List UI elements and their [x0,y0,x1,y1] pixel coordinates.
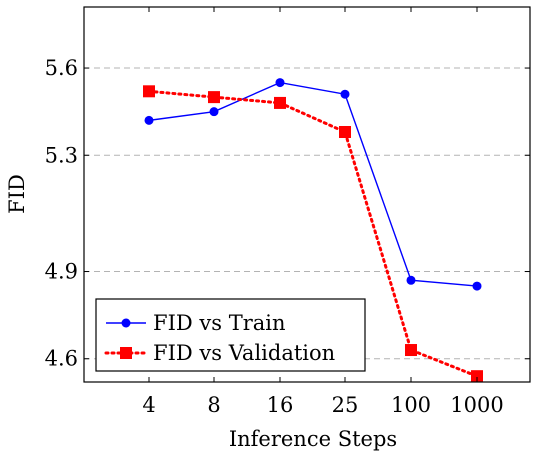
data-point [209,107,219,117]
y-axis-label: FID [5,174,29,214]
data-point [471,370,483,383]
y-axis-ticks: 4.6 4.9 5.3 5.6 [45,56,530,371]
legend: FID vs Train FID vs Validation [95,298,366,372]
legend-entry: FID vs Train [106,311,286,335]
legend-box [95,298,366,372]
data-point [406,275,416,285]
x-axis-ticks: 4 8 16 25 100 1000 [142,7,504,417]
series-0 [144,78,482,291]
data-point [144,115,154,125]
y-tick-label: 4.6 [45,347,78,371]
legend-entries: FID vs Train FID vs Validation [104,311,335,365]
y-tick-label: 5.3 [45,143,78,167]
y-tick-label: 5.6 [45,56,78,80]
data-point [208,91,220,104]
legend-marker [121,318,131,328]
x-axis-label: Inference Steps [229,427,397,451]
x-tick-label: 4 [142,393,155,417]
legend-label: FID vs Validation [153,341,335,365]
series-line [148,81,478,287]
legend-label: FID vs Train [153,311,286,335]
data-point [143,85,155,98]
legend-marker [120,347,132,359]
x-tick-label: 8 [207,393,220,417]
data-point [274,96,286,109]
legend-entry: FID vs Validation [104,341,335,365]
x-tick-label: 25 [332,393,359,417]
x-tick-label: 100 [391,393,431,417]
plot-frame [83,6,531,383]
x-tick-label: 16 [267,393,294,417]
data-point [472,281,482,291]
data-point [275,78,285,88]
data-point [340,89,350,99]
series-layer [143,78,483,383]
data-point [405,344,417,357]
series-1 [143,85,483,383]
y-tick-label: 4.9 [45,260,78,284]
x-tick-label: 1000 [450,393,503,417]
series-line [147,89,479,378]
data-point [339,126,351,138]
